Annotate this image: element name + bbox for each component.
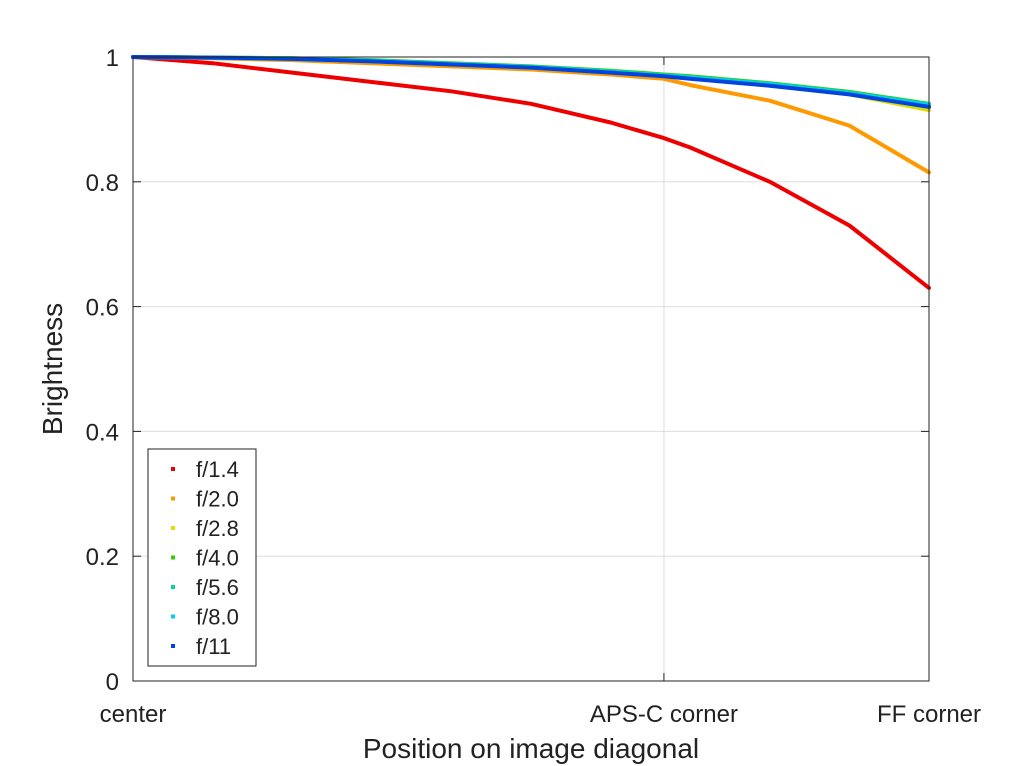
data-point [688, 145, 692, 150]
legend-label: f/5.6 [196, 575, 239, 600]
legend-marker [171, 585, 175, 589]
legend-marker [171, 555, 175, 560]
axis-ticks [132, 56, 930, 682]
data-point [609, 120, 613, 125]
series-f-1-4 [131, 55, 931, 290]
legend-marker [171, 526, 175, 530]
legend-marker [171, 496, 175, 501]
y-tick-label: 0 [106, 669, 119, 696]
series-layer [131, 55, 931, 290]
tick-labels: 0 0.2 0.4 0.6 0.8 1 center APS-C corner FF corne… [86, 45, 981, 728]
data-point [768, 84, 772, 88]
data-point [688, 83, 692, 87]
y-tick-label: 0.6 [86, 295, 119, 322]
x-axis-title: Position on image diagonal [363, 733, 699, 764]
legend-label: f/1.4 [196, 457, 239, 482]
data-point [847, 92, 852, 97]
data-point [290, 57, 294, 61]
legend-label: f/4.0 [196, 546, 239, 571]
data-point [290, 71, 294, 75]
data-point [211, 61, 215, 65]
data-point [847, 223, 852, 228]
legend-marker [171, 614, 175, 619]
data-point [662, 136, 666, 140]
data-point [688, 77, 692, 81]
legend-label: f/2.0 [196, 487, 239, 512]
data-point [370, 59, 374, 63]
plot-background [133, 57, 929, 681]
data-point [768, 180, 772, 184]
legend-marker [171, 467, 175, 471]
data-point [449, 89, 453, 93]
legend: f/1.4 f/2.0 f/2.8 f/4.0 f/5.6 f/8.0 f/11 [147, 448, 257, 667]
y-tick-label: 1 [106, 45, 119, 72]
legend-marker [171, 644, 175, 648]
x-tick-label: APS-C corner [590, 701, 738, 728]
plot-frame [132, 56, 930, 682]
series-f-11 [131, 55, 931, 109]
data-point [768, 99, 772, 103]
legend-label: f/11 [196, 634, 231, 659]
series-line [131, 55, 931, 109]
y-axis-title: Brightness [37, 303, 68, 435]
y-tick-label: 0.4 [86, 419, 119, 446]
legend-label: f/2.8 [196, 516, 239, 541]
series-line [131, 55, 931, 290]
data-point [529, 102, 533, 106]
data-point [847, 124, 852, 128]
grid-lines [133, 57, 929, 681]
data-point [370, 80, 374, 84]
legend-label: f/8.0 [196, 605, 239, 630]
y-tick-label: 0.2 [86, 544, 119, 571]
data-point [529, 66, 533, 70]
data-point [449, 62, 453, 67]
data-point [609, 71, 613, 75]
x-tick-label: center [100, 701, 167, 728]
y-tick-label: 0.8 [86, 170, 119, 197]
data-point [662, 74, 666, 78]
legend-box [147, 448, 257, 667]
x-tick-label: FF corner [877, 701, 981, 728]
